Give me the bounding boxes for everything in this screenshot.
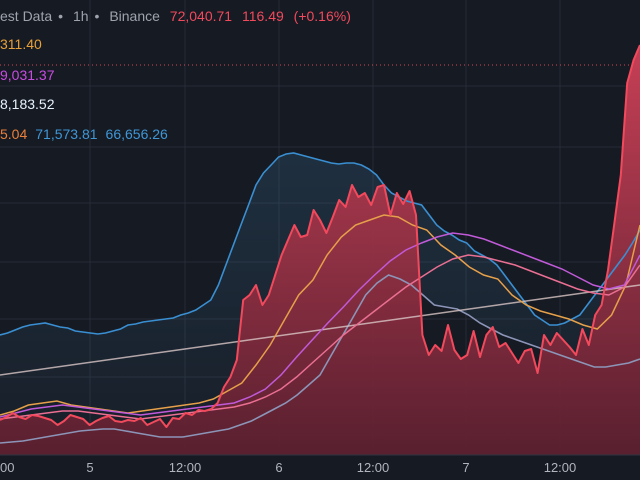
price-line	[0, 44, 640, 428]
indicator-value: 71,573.81	[35, 126, 98, 142]
ema-pink-line	[0, 254, 640, 420]
price-change: 116.49	[241, 8, 284, 24]
indicator-value: 311.40	[0, 36, 42, 52]
separator-2: •	[94, 8, 100, 24]
last-price: 72,040.71	[169, 8, 233, 24]
symbol-name[interactable]: est Data	[0, 8, 53, 24]
interval-label[interactable]: 1h	[72, 8, 89, 24]
separator-1: •	[58, 8, 64, 24]
bollinger-upper-line	[0, 152, 640, 336]
exchange-label[interactable]: Binance	[109, 8, 160, 24]
indicator-value: 9,031.37	[0, 67, 55, 83]
x-tick-label: 7	[462, 460, 469, 475]
indicator-value: 8,183.52	[0, 96, 55, 112]
sma-slow-line	[0, 284, 640, 376]
ema-purple-line	[0, 232, 640, 418]
indicator-value: 66,656.26	[105, 126, 168, 142]
x-tick-label: 12:00	[357, 460, 390, 475]
legend-title: est Data • 1h • Binance 72,040.71 116.49 (…	[0, 8, 357, 24]
indicator-row[interactable]: 9,031.37	[0, 67, 63, 83]
price-area	[0, 45, 640, 455]
x-tick-label: 6	[275, 460, 282, 475]
indicator-value: 5.04	[0, 126, 28, 142]
indicator-row[interactable]: 311.40	[0, 36, 50, 52]
bollinger-lower-line	[0, 274, 640, 444]
x-axis: 00 5 12:00 6 12:00 7 12:00	[0, 460, 576, 475]
price-change-pct: (+0.16%)	[293, 8, 351, 24]
x-tick-label: 12:00	[169, 460, 202, 475]
x-tick-label: 5	[86, 460, 93, 475]
x-tick-label: 00	[0, 460, 14, 475]
series-layer	[0, 44, 640, 455]
x-tick-label: 12:00	[544, 460, 577, 475]
indicator-row[interactable]: 8,183.52	[0, 96, 63, 112]
indicator-row[interactable]: 5.04 71,573.81 66,656.26	[0, 126, 176, 142]
